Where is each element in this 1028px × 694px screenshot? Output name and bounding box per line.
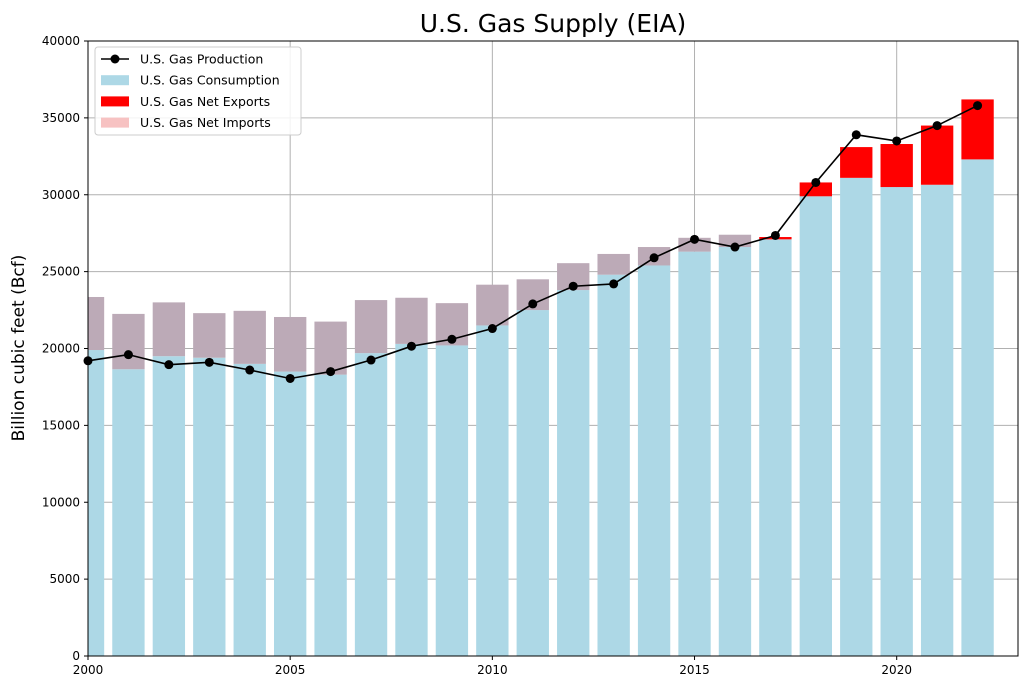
production-point — [285, 373, 295, 383]
y-tick-label: 35000 — [42, 111, 80, 125]
consumption-bar — [314, 374, 347, 656]
legend-label: U.S. Gas Net Imports — [140, 115, 271, 130]
net-exports-bar — [880, 144, 913, 188]
net-imports-bar — [274, 316, 307, 372]
net-imports-bar — [233, 310, 266, 364]
consumption-bar — [718, 247, 752, 656]
x-tick-label: 2005 — [275, 663, 306, 677]
production-point — [487, 324, 497, 334]
production-point — [973, 101, 983, 111]
consumption-bar — [961, 159, 994, 656]
y-tick-label: 15000 — [42, 418, 80, 432]
y-axis-label: Billion cubic feet (Bcf) — [9, 255, 29, 442]
legend-label: U.S. Gas Production — [140, 52, 263, 67]
y-tick-label: 30000 — [42, 188, 80, 202]
production-point — [609, 279, 619, 289]
consumption-bar — [152, 356, 186, 656]
production-point — [326, 367, 336, 377]
consumption-bar — [476, 325, 509, 656]
production-point — [851, 130, 861, 140]
bars — [88, 99, 994, 656]
y-tick-label: 20000 — [42, 342, 80, 356]
legend-box — [94, 46, 302, 136]
y-tick-label: 25000 — [42, 265, 80, 279]
production-point — [366, 355, 376, 365]
production-point — [528, 299, 538, 309]
production-point — [123, 350, 133, 360]
consumption-bar — [435, 345, 469, 656]
axis-ticks: 2000 2005 2010 2015 2020 0 5000 10000 15000 20000… — [42, 34, 912, 677]
chart-title: U.S. Gas Supply (EIA) — [420, 9, 687, 38]
consumption-bar — [880, 187, 913, 656]
consumption-bar — [354, 353, 388, 656]
net-imports-bar — [354, 300, 388, 354]
consumption-bar — [88, 350, 105, 656]
legend-label: U.S. Gas Net Exports — [140, 94, 270, 109]
production-point — [245, 365, 255, 375]
production-point — [770, 230, 780, 240]
net-imports-bar — [597, 253, 630, 275]
consumption-bar — [759, 239, 792, 656]
consumption-bar — [193, 357, 226, 656]
legend-swatch — [101, 75, 129, 86]
consumption-bar — [274, 371, 307, 656]
x-tick-label: 2015 — [679, 663, 710, 677]
consumption-bar — [597, 274, 630, 656]
consumption-bar — [557, 290, 590, 656]
y-tick-label: 5000 — [49, 572, 80, 586]
production-point — [164, 360, 174, 370]
y-tick-label: 10000 — [42, 495, 80, 509]
legend: U.S. Gas Production U.S. Gas Consumption U… — [94, 46, 302, 136]
legend-swatch — [101, 117, 129, 128]
x-tick-label: 2000 — [73, 663, 104, 677]
production-line — [83, 101, 983, 383]
legend-marker-swatch — [110, 54, 120, 64]
production-point — [730, 242, 740, 252]
production-point — [811, 177, 821, 187]
consumption-bar — [233, 363, 266, 656]
consumption-bar — [516, 310, 549, 656]
x-tick-label: 2020 — [881, 663, 912, 677]
net-exports-bar — [840, 147, 873, 178]
production-point — [204, 357, 214, 367]
consumption-bar — [920, 184, 954, 656]
x-tick-label: 2010 — [477, 663, 508, 677]
consumption-bar — [395, 343, 428, 656]
production-point — [932, 121, 942, 131]
production-point — [406, 341, 416, 351]
net-imports-bar — [314, 321, 347, 375]
consumption-bar — [678, 251, 711, 656]
consumption-bar — [637, 265, 671, 656]
net-imports-bar — [112, 313, 145, 370]
net-imports-bar — [476, 284, 509, 326]
consumption-bar — [799, 196, 832, 656]
net-exports-bar — [920, 125, 954, 185]
legend-label: U.S. Gas Consumption — [140, 73, 280, 88]
production-point — [892, 136, 902, 146]
production-point — [649, 253, 659, 263]
consumption-bar — [840, 177, 873, 656]
y-tick-label: 0 — [72, 649, 80, 663]
production-point — [568, 281, 578, 291]
legend-swatch — [101, 96, 129, 107]
y-tick-label: 40000 — [42, 34, 80, 48]
production-point — [447, 334, 457, 344]
production-point — [690, 234, 700, 244]
net-imports-bar — [395, 297, 428, 344]
net-imports-bar — [88, 296, 105, 351]
net-imports-bar — [193, 313, 226, 358]
consumption-bar — [112, 369, 145, 656]
net-imports-bar — [152, 302, 186, 357]
